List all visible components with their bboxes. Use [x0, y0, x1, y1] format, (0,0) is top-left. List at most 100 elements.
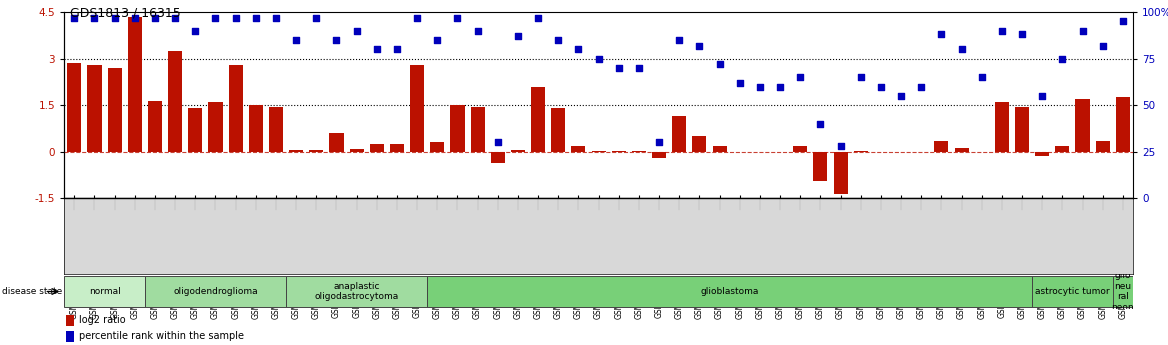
Bar — [64, 276, 145, 307]
Point — [751, 84, 770, 89]
Point — [589, 56, 607, 61]
Point — [952, 47, 971, 52]
Point — [811, 121, 829, 127]
Point — [206, 15, 224, 20]
Point — [832, 144, 850, 149]
Bar — [591, 151, 606, 152]
Text: anaplastic
oligodastrocytoma: anaplastic oligodastrocytoma — [314, 282, 398, 301]
Bar — [1113, 276, 1133, 307]
Bar — [693, 136, 707, 152]
Point — [851, 75, 870, 80]
Bar — [68, 63, 82, 152]
Bar — [370, 144, 384, 152]
Text: percentile rank within the sample: percentile rank within the sample — [78, 331, 244, 341]
Bar — [571, 146, 585, 152]
Point — [327, 37, 346, 43]
Point — [569, 47, 588, 52]
Bar — [813, 152, 827, 181]
Bar — [329, 133, 343, 152]
Point — [449, 15, 467, 20]
Bar — [286, 276, 427, 307]
Bar — [107, 68, 121, 152]
Bar — [1035, 152, 1049, 157]
Bar — [531, 87, 545, 152]
Point — [388, 47, 406, 52]
Point — [125, 15, 144, 20]
Point — [891, 93, 910, 99]
Bar — [551, 108, 565, 152]
Point — [932, 32, 951, 37]
Bar — [310, 150, 324, 152]
Point — [186, 28, 204, 33]
Text: normal: normal — [89, 287, 120, 296]
Bar — [954, 148, 968, 152]
Point — [488, 140, 507, 145]
Bar — [288, 150, 304, 152]
Point — [307, 15, 326, 20]
Point — [791, 75, 809, 80]
Bar — [269, 107, 283, 152]
Bar — [934, 141, 948, 152]
Bar — [834, 152, 848, 194]
Bar — [491, 152, 505, 163]
Point — [710, 61, 729, 67]
Bar — [673, 116, 687, 152]
Bar — [67, 315, 74, 326]
Point — [649, 140, 668, 145]
Point — [105, 15, 124, 20]
Bar — [148, 101, 162, 152]
Text: disease state: disease state — [2, 287, 63, 296]
Point — [427, 37, 446, 43]
Point — [508, 33, 527, 39]
Bar — [349, 149, 363, 152]
Bar — [390, 144, 404, 152]
Text: glioblastoma: glioblastoma — [701, 287, 759, 296]
Bar — [88, 65, 102, 152]
Bar — [793, 146, 807, 152]
Bar — [249, 105, 263, 152]
Point — [227, 15, 245, 20]
Text: glio
neu
ral
neop: glio neu ral neop — [1112, 272, 1134, 312]
Bar — [430, 142, 444, 152]
Point — [368, 47, 387, 52]
Bar — [145, 276, 286, 307]
Text: oligodendroglioma: oligodendroglioma — [173, 287, 258, 296]
Point — [1033, 93, 1051, 99]
Point — [670, 37, 689, 43]
Point — [871, 84, 890, 89]
Point — [912, 84, 931, 89]
Point — [266, 15, 285, 20]
Bar — [1056, 146, 1070, 152]
Point — [468, 28, 487, 33]
Bar — [1115, 97, 1129, 152]
Point — [1093, 43, 1112, 48]
Point — [630, 65, 648, 71]
Bar — [712, 146, 726, 152]
Point — [993, 28, 1011, 33]
Point — [973, 75, 992, 80]
Bar — [188, 108, 202, 152]
Bar — [427, 276, 1033, 307]
Text: GDS1813 / 16315: GDS1813 / 16315 — [70, 7, 181, 20]
Point — [65, 15, 84, 20]
Point — [246, 15, 265, 20]
Bar — [471, 107, 485, 152]
Bar — [632, 151, 646, 152]
Bar — [451, 105, 465, 152]
Point — [166, 15, 185, 20]
Point — [610, 65, 628, 71]
Point — [1054, 56, 1072, 61]
Bar — [854, 151, 868, 152]
Point — [690, 43, 709, 48]
Bar — [67, 331, 74, 342]
Point — [1113, 19, 1132, 24]
Bar — [229, 65, 243, 152]
Bar — [510, 150, 524, 152]
Bar — [995, 102, 1009, 152]
Bar — [127, 17, 141, 152]
Point — [529, 15, 548, 20]
Point — [1013, 32, 1031, 37]
Point — [287, 37, 306, 43]
Point — [408, 15, 426, 20]
Bar — [208, 102, 223, 152]
